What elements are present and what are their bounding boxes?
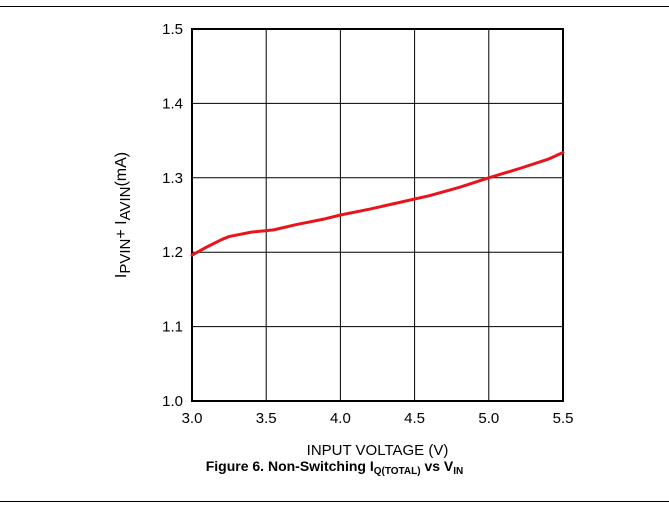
top-rule <box>0 6 669 7</box>
caption-sub-vin: IN <box>453 466 464 477</box>
y-tick-label: 1.4 <box>162 95 183 112</box>
x-axis-label: INPUT VOLTAGE (V) <box>307 442 449 459</box>
x-tick-label: 4.5 <box>404 410 425 427</box>
y-label-part: (mA) <box>113 152 130 187</box>
y-tick-label: 1.2 <box>162 244 183 261</box>
y-tick-label: 1.5 <box>162 21 183 38</box>
x-tick-labels: 3.0 3.5 4.0 4.5 5.0 5.5 <box>182 410 574 427</box>
plot-frame <box>191 28 564 402</box>
y-tick-labels: 1.0 1.1 1.2 1.3 1.4 1.5 <box>162 21 183 410</box>
figure-caption: Figure 6. Non-Switching IQ(TOTAL) vs VIN <box>0 458 669 477</box>
caption-sub-iq: Q(TOTAL) <box>373 466 421 477</box>
y-tick-label: 1.1 <box>162 319 183 336</box>
y-tick-label: 1.3 <box>162 170 183 187</box>
y-label-subscript: AVIN <box>117 187 134 221</box>
y-label-part: I <box>113 274 130 278</box>
y-axis-label: IPVIN+ IAVIN(mA) <box>113 152 134 278</box>
y-label-subscript: PVIN <box>117 239 134 274</box>
x-tick-label: 3.0 <box>182 410 203 427</box>
chart-grid <box>191 28 564 402</box>
series-line <box>190 151 565 257</box>
y-tick-label: 1.0 <box>162 393 183 410</box>
bottom-rule <box>0 501 669 502</box>
y-label-part: + I <box>113 220 130 238</box>
x-tick-label: 5.5 <box>553 410 574 427</box>
caption-mid: vs V <box>420 458 454 474</box>
caption-prefix: Figure 6. Non-Switching I <box>205 458 374 474</box>
x-tick-label: 3.5 <box>256 410 277 427</box>
x-tick-label: 4.0 <box>330 410 351 427</box>
chart-series <box>190 151 565 257</box>
x-tick-label: 5.0 <box>478 410 499 427</box>
